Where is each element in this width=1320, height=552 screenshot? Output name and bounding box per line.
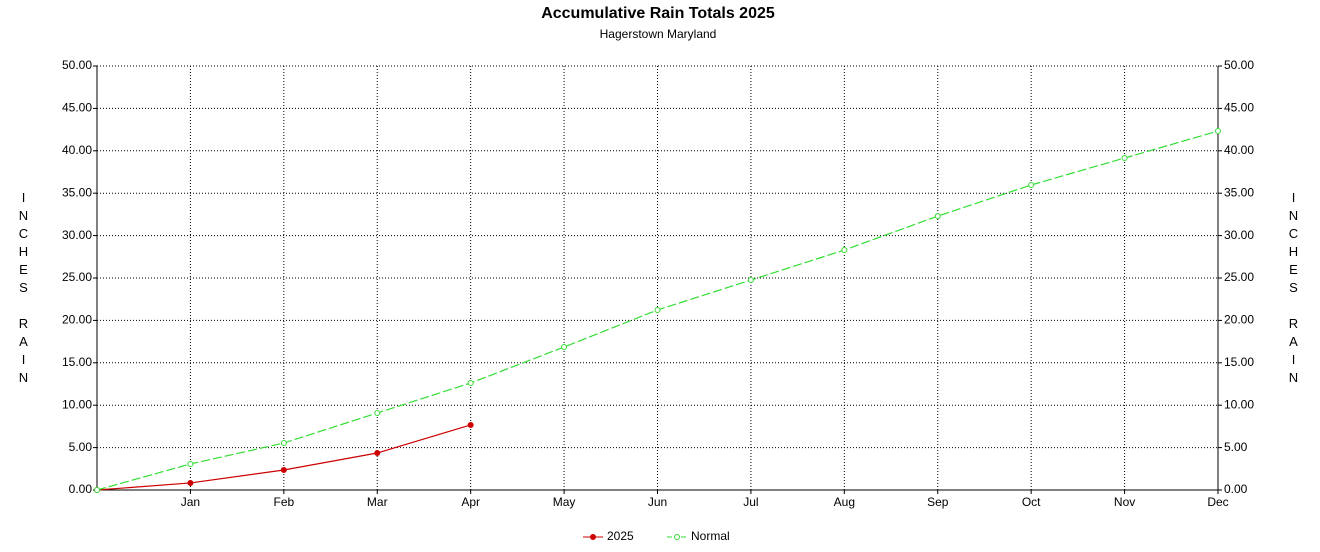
x-tick-label: Jan: [181, 495, 200, 509]
point: [187, 479, 194, 486]
y2-tick-label: 45.00: [1224, 101, 1254, 115]
y2-tick-label: 30.00: [1224, 228, 1254, 242]
y-axis-label: INCHES RAIN: [16, 190, 31, 388]
y-tick-label: 30.00: [62, 228, 92, 242]
y-tick-label: 0.00: [69, 482, 93, 496]
point: [467, 379, 474, 386]
x-tick-label: Dec: [1207, 495, 1228, 509]
legend-label: Normal: [691, 529, 730, 543]
y2-tick-label: 50.00: [1224, 58, 1254, 72]
y-tick-label: 50.00: [62, 58, 92, 72]
point: [841, 247, 848, 254]
point: [1028, 181, 1035, 188]
point: [934, 213, 941, 220]
y-tick-label: 20.00: [62, 313, 92, 327]
y2-tick-label: 0.00: [1224, 482, 1248, 496]
y2-tick-label: 5.00: [1224, 440, 1248, 454]
y-tick-label: 5.00: [69, 440, 93, 454]
chart-subtitle: Hagerstown Maryland: [600, 27, 717, 41]
point: [94, 487, 100, 493]
x-tick-label: Mar: [367, 495, 388, 509]
point: [374, 410, 381, 417]
x-tick-label: Jul: [743, 495, 758, 509]
x-tick-label: Jun: [648, 495, 667, 509]
point: [467, 421, 474, 428]
legend-marker: [674, 534, 680, 540]
y-tick-label: 25.00: [62, 270, 92, 284]
x-tick-label: Oct: [1022, 495, 1041, 509]
y-tick-label: 40.00: [62, 143, 92, 157]
point: [1215, 128, 1221, 135]
chart-title: Accumulative Rain Totals 2025: [541, 5, 775, 22]
x-tick-label: Sep: [927, 495, 949, 509]
point: [374, 450, 381, 457]
point: [187, 460, 194, 467]
x-tick-label: Feb: [273, 495, 294, 509]
point: [561, 344, 568, 351]
y-tick-label: 45.00: [62, 101, 92, 115]
point: [654, 306, 661, 313]
y-tick-label: 15.00: [62, 355, 92, 369]
y2-tick-label: 40.00: [1224, 143, 1254, 157]
point: [747, 277, 754, 284]
point: [1121, 155, 1128, 162]
legend-label: 2025: [607, 529, 634, 543]
point: [280, 440, 287, 447]
x-tick-label: May: [553, 495, 576, 509]
y2-tick-label: 20.00: [1224, 313, 1254, 327]
x-tick-label: Apr: [461, 495, 480, 509]
y-tick-label: 35.00: [62, 185, 92, 199]
point: [280, 466, 287, 473]
y2-tick-label: 25.00: [1224, 270, 1254, 284]
y-tick-label: 10.00: [62, 397, 92, 411]
x-tick-label: Aug: [834, 495, 855, 509]
y2-tick-label: 15.00: [1224, 355, 1254, 369]
y2-tick-label: 10.00: [1224, 397, 1254, 411]
y2-axis-label: INCHES RAIN: [1286, 190, 1301, 388]
x-tick-label: Nov: [1114, 495, 1135, 509]
legend-marker: [590, 534, 596, 540]
y2-tick-label: 35.00: [1224, 185, 1254, 199]
